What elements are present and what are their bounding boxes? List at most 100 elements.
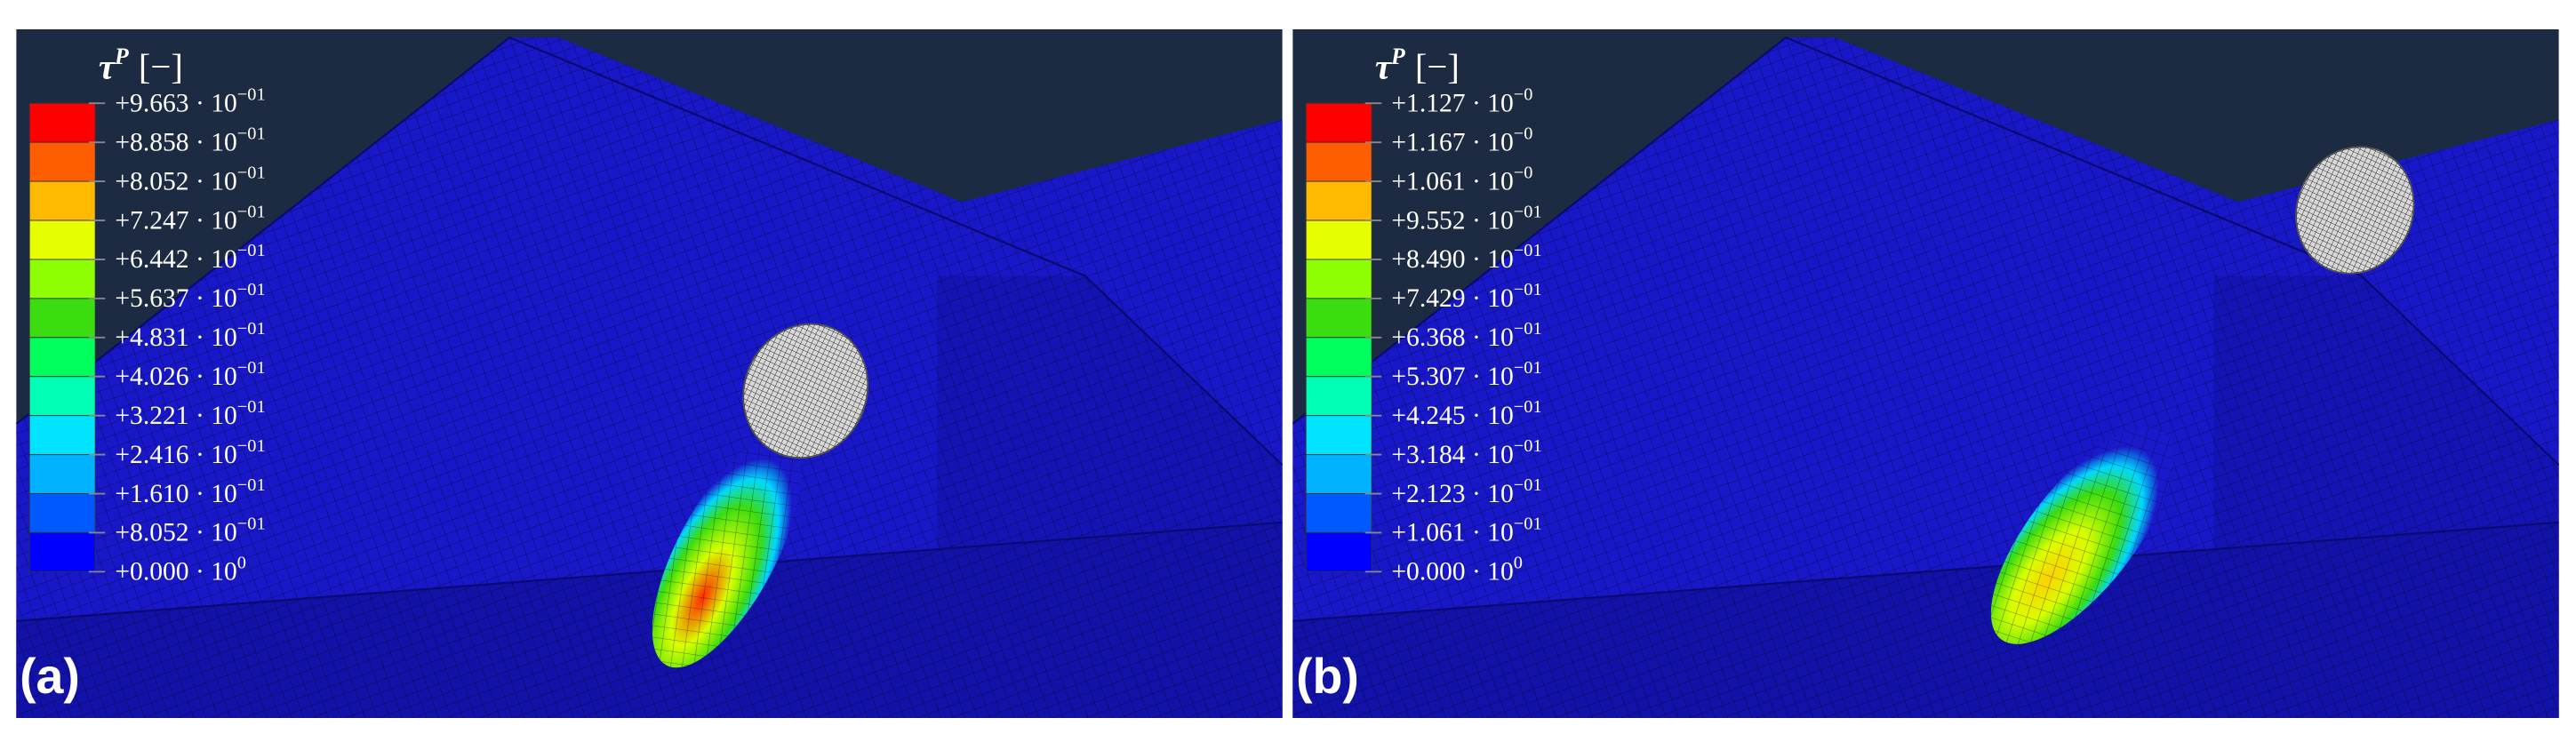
label-exp: −01 — [1514, 319, 1542, 339]
label-exp: −01 — [237, 163, 266, 182]
label-exp: −01 — [237, 280, 266, 299]
label-exp: −0 — [1514, 85, 1533, 105]
legend-label: +1.061 · 10−01 — [1391, 515, 1541, 547]
label-exp: −01 — [237, 436, 266, 456]
legend-label: +1.127 · 10−0 — [1391, 85, 1532, 118]
label-base: +0.000 · 10 — [1391, 558, 1513, 586]
label-base: +4.245 · 10 — [1391, 402, 1513, 430]
ridge-edge — [16, 36, 1283, 622]
label-exp: −01 — [237, 241, 266, 260]
legend-label: +7.247 · 10−01 — [115, 202, 265, 235]
label-exp: −0 — [1514, 124, 1533, 143]
title-symbol: τ — [99, 46, 116, 86]
label-base: +7.247 · 10 — [115, 206, 236, 235]
legend-label: +3.184 · 10−01 — [1391, 436, 1541, 469]
legend-swatch — [1305, 141, 1372, 182]
legend-label: +1.061 · 10−0 — [1391, 163, 1532, 195]
legend-swatch — [1305, 415, 1372, 456]
legend-label: +8.052 · 10−01 — [115, 163, 265, 195]
legend-swatch — [28, 141, 96, 182]
legend-swatch — [1305, 376, 1372, 417]
title-symbol: τ — [1375, 46, 1393, 86]
legend-swatch — [1305, 259, 1372, 299]
legend-label: +4.026 · 10−01 — [115, 358, 265, 391]
panel-label: (b) — [1296, 649, 1359, 704]
legend-swatch — [1305, 454, 1372, 494]
label-exp: −0 — [1514, 163, 1533, 182]
label-exp: −01 — [1514, 436, 1542, 456]
legend-label: +4.831 · 10−01 — [115, 319, 265, 352]
legend-label: +3.221 · 10−01 — [115, 397, 265, 430]
label-base: +5.637 · 10 — [115, 284, 236, 313]
contour-mesh — [1990, 427, 2173, 644]
label-base: +2.416 · 10 — [115, 441, 236, 469]
legend-label: +7.429 · 10−01 — [1391, 280, 1541, 313]
legend-label: +8.490 · 10−01 — [1391, 241, 1541, 274]
sphere-mesh — [2296, 147, 2414, 274]
contour-mesh — [652, 436, 802, 668]
legend-label: +5.637 · 10−01 — [115, 280, 265, 313]
label-base: +1.167 · 10 — [1391, 128, 1513, 156]
legend-swatch — [28, 415, 96, 456]
legend-label: +6.442 · 10−01 — [115, 241, 265, 274]
ridge-edge — [1292, 36, 2559, 622]
label-base: +3.184 · 10 — [1391, 441, 1513, 469]
legend-swatch — [1305, 102, 1372, 143]
legend-label: +9.663 · 10−01 — [115, 85, 265, 118]
label-base: +8.490 · 10 — [1391, 245, 1513, 274]
label-exp: −01 — [1514, 475, 1542, 495]
legend-title: τP [−] — [1375, 44, 1460, 87]
title-sup: P — [1390, 44, 1405, 69]
legend-swatch — [1305, 298, 1372, 339]
label-base: +3.221 · 10 — [115, 402, 236, 430]
label-base: +8.052 · 10 — [115, 519, 236, 547]
legend-swatch — [28, 337, 96, 378]
panel-a: τP [−]+9.663 · 10−01+8.858 · 10−01+8.052 … — [16, 29, 1283, 718]
legend-swatch — [28, 259, 96, 299]
sphere-mesh — [743, 323, 868, 459]
label-exp: −01 — [237, 202, 266, 221]
label-base: +9.552 · 10 — [1391, 206, 1513, 235]
label-exp: −01 — [1514, 241, 1542, 260]
label-base: +6.442 · 10 — [115, 245, 236, 274]
panel-label: (a) — [20, 649, 80, 704]
label-exp: −01 — [237, 397, 266, 417]
label-base: +5.307 · 10 — [1391, 363, 1513, 391]
label-exp: −01 — [237, 515, 266, 534]
legend-swatch — [28, 531, 96, 572]
legend-label: +9.552 · 10−01 — [1391, 202, 1541, 235]
label-base: +1.061 · 10 — [1391, 167, 1513, 195]
title-unit: [−] — [139, 46, 183, 86]
legend-label: +4.245 · 10−01 — [1391, 397, 1541, 430]
legend-title: τP [−] — [99, 44, 183, 87]
label-exp: −01 — [1514, 280, 1542, 299]
legend-swatch — [28, 298, 96, 339]
label-exp: −01 — [237, 85, 266, 105]
legend-swatch — [1305, 219, 1372, 260]
label-exp: −01 — [237, 475, 266, 495]
legend-swatch — [28, 493, 96, 533]
label-exp: −01 — [1514, 358, 1542, 378]
legend-label: +0.000 · 100 — [1391, 554, 1523, 586]
label-base: +6.368 · 10 — [1391, 323, 1513, 352]
label-exp: −01 — [237, 358, 266, 378]
title-unit: [−] — [1415, 46, 1460, 86]
legend-label: +2.123 · 10−01 — [1391, 475, 1541, 508]
label-exp: −01 — [237, 124, 266, 143]
label-base: +2.123 · 10 — [1391, 480, 1513, 508]
label-base: +8.052 · 10 — [115, 167, 236, 195]
legend-swatch — [28, 219, 96, 260]
legend-label: +0.000 · 100 — [115, 554, 246, 586]
label-exp: 0 — [1514, 554, 1523, 573]
legend-label: +8.858 · 10−01 — [115, 124, 265, 156]
label-exp: −01 — [1514, 397, 1542, 417]
legend-label: +2.416 · 10−01 — [115, 436, 265, 469]
legend-swatch — [28, 454, 96, 494]
label-base: +0.000 · 10 — [115, 558, 236, 586]
legend-swatch — [1305, 337, 1372, 378]
label-exp: −01 — [1514, 515, 1542, 534]
label-base: +9.663 · 10 — [115, 89, 236, 117]
legend-label: +1.610 · 10−01 — [115, 475, 265, 508]
legend-swatch — [28, 376, 96, 417]
